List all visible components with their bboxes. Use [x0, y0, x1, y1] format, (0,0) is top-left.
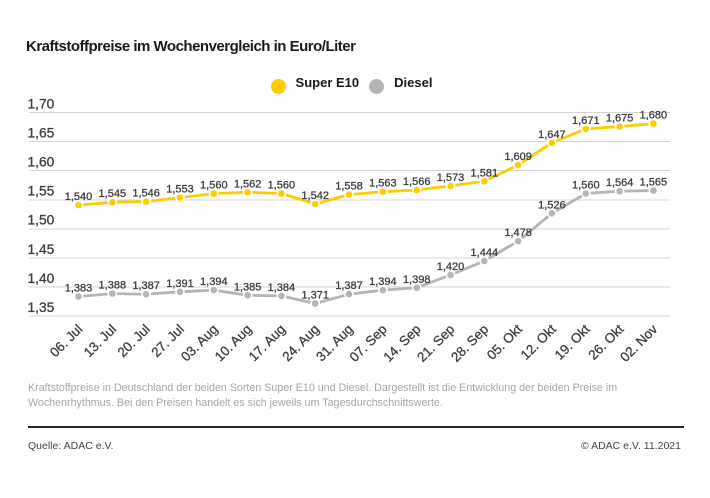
svg-text:1,387: 1,387 [335, 280, 363, 292]
svg-text:24. Aug: 24. Aug [279, 322, 322, 365]
svg-text:1,560: 1,560 [200, 180, 228, 192]
svg-text:19. Okt: 19. Okt [552, 321, 593, 362]
svg-text:1,385: 1,385 [234, 281, 262, 293]
svg-text:1,560: 1,560 [572, 180, 600, 192]
svg-text:20. Jul: 20. Jul [115, 321, 154, 360]
svg-text:1,540: 1,540 [65, 191, 93, 203]
svg-text:12. Okt: 12. Okt [518, 321, 559, 362]
svg-text:1,388: 1,388 [99, 280, 127, 292]
svg-text:1,542: 1,542 [301, 190, 329, 202]
svg-text:1,526: 1,526 [538, 199, 566, 211]
svg-text:1,563: 1,563 [369, 178, 397, 190]
svg-text:1,560: 1,560 [268, 180, 296, 192]
svg-text:03. Aug: 03. Aug [178, 322, 221, 365]
svg-text:1,558: 1,558 [335, 181, 363, 193]
svg-text:1,50: 1,50 [28, 213, 55, 228]
svg-text:1,45: 1,45 [28, 242, 55, 257]
svg-text:1,384: 1,384 [268, 282, 296, 294]
svg-text:1,420: 1,420 [437, 261, 465, 273]
svg-text:1,55: 1,55 [28, 184, 55, 199]
svg-text:28. Sep: 28. Sep [448, 322, 491, 365]
svg-text:1,675: 1,675 [606, 113, 634, 125]
svg-text:1,562: 1,562 [234, 178, 262, 190]
svg-text:1,444: 1,444 [471, 247, 499, 259]
svg-text:1,573: 1,573 [437, 172, 465, 184]
svg-text:1,60: 1,60 [28, 155, 55, 170]
svg-text:1,565: 1,565 [640, 177, 668, 189]
svg-text:13. Jul: 13. Jul [81, 321, 120, 360]
svg-text:1,70: 1,70 [28, 96, 55, 111]
svg-text:02. Nov: 02. Nov [617, 321, 660, 364]
svg-text:1,40: 1,40 [28, 271, 55, 286]
svg-text:1,398: 1,398 [403, 274, 431, 286]
svg-text:1,581: 1,581 [471, 167, 499, 179]
svg-text:1,566: 1,566 [403, 176, 431, 188]
svg-text:1,371: 1,371 [301, 290, 329, 302]
svg-text:05. Okt: 05. Okt [484, 321, 525, 362]
svg-text:1,387: 1,387 [132, 280, 160, 292]
svg-text:1,647: 1,647 [538, 129, 566, 141]
svg-text:1,609: 1,609 [504, 151, 532, 163]
svg-text:1,394: 1,394 [200, 276, 228, 288]
svg-text:1,383: 1,383 [65, 283, 93, 295]
svg-text:1,391: 1,391 [166, 278, 194, 290]
svg-text:1,35: 1,35 [28, 300, 55, 315]
svg-text:1,680: 1,680 [640, 110, 668, 122]
svg-text:1,478: 1,478 [504, 227, 532, 239]
svg-text:1,671: 1,671 [572, 115, 600, 127]
svg-text:10. Aug: 10. Aug [212, 322, 255, 365]
svg-text:06. Jul: 06. Jul [47, 321, 86, 360]
svg-text:1,546: 1,546 [132, 188, 160, 200]
svg-text:1,65: 1,65 [28, 125, 55, 140]
svg-text:1,553: 1,553 [166, 184, 194, 196]
svg-text:1,545: 1,545 [99, 188, 127, 200]
svg-text:17. Aug: 17. Aug [246, 322, 289, 365]
svg-text:1,564: 1,564 [606, 177, 634, 189]
svg-text:1,394: 1,394 [369, 276, 397, 288]
